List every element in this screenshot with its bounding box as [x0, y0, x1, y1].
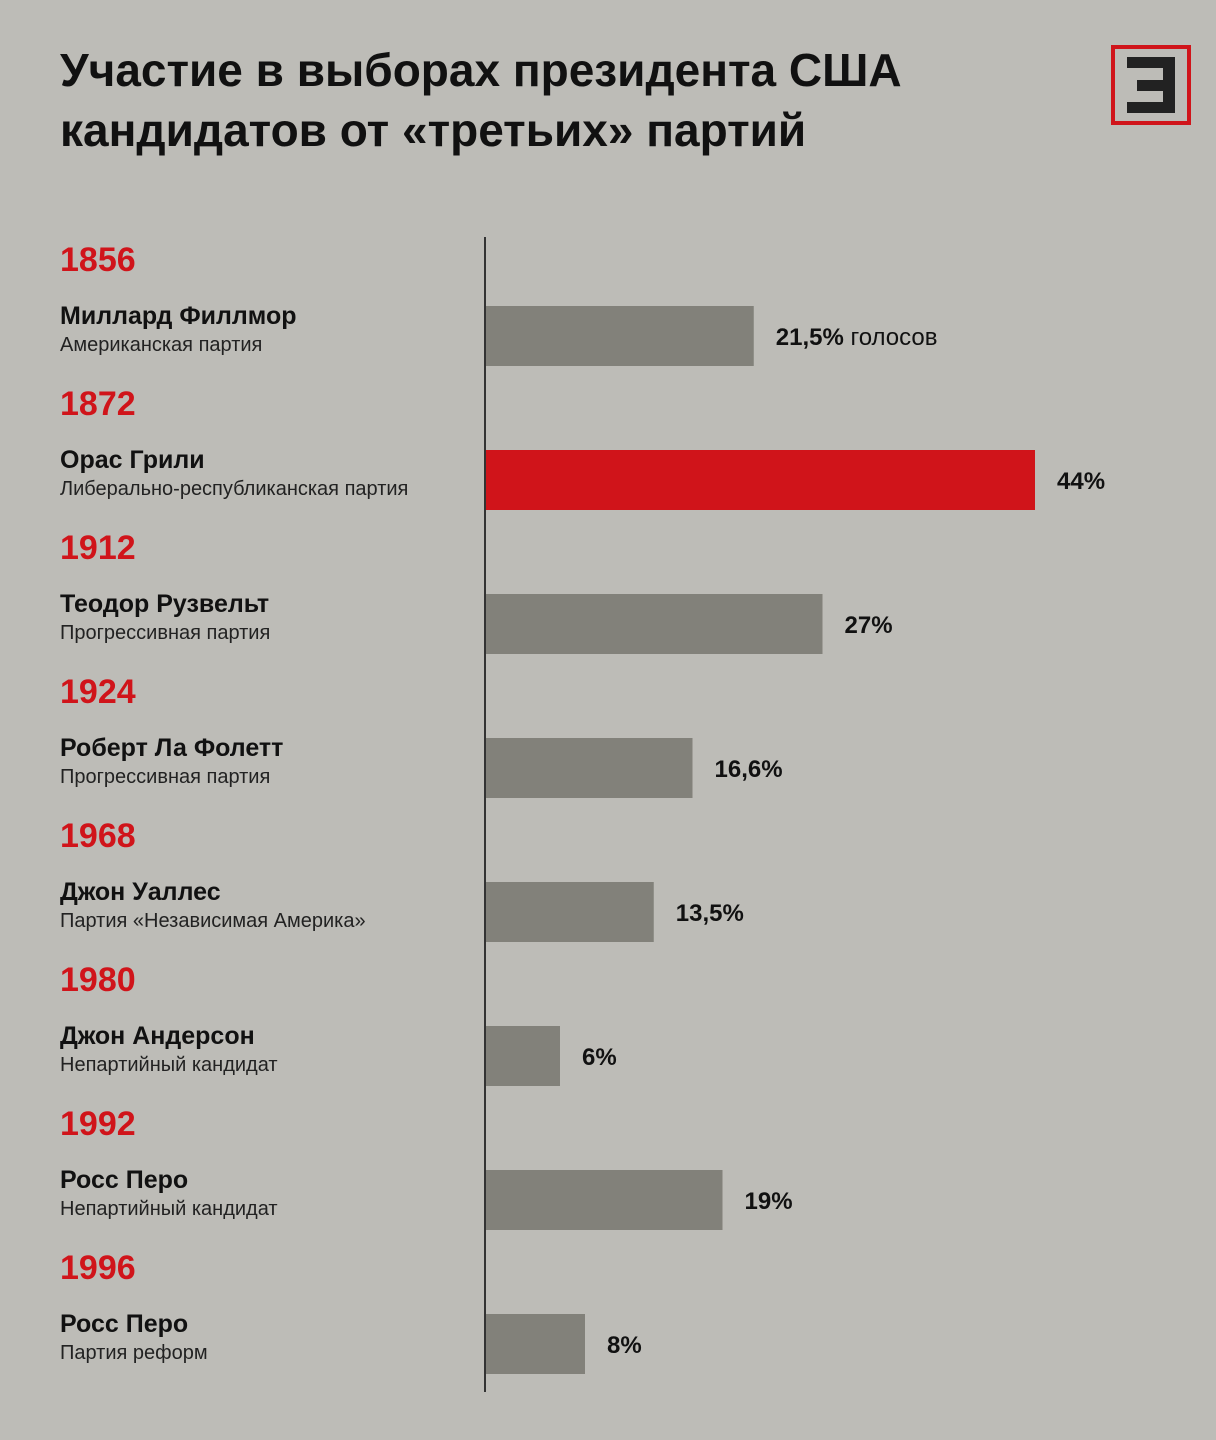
year-label: 1968 [60, 817, 136, 855]
bar [485, 738, 693, 798]
value-number: 19% [745, 1188, 793, 1215]
value-label: 27% [845, 612, 893, 639]
bar [485, 882, 654, 942]
candidate-name: Теодор Рузвельт [60, 590, 269, 618]
value-suffix: голосов [844, 324, 938, 351]
year-label: 1924 [60, 673, 136, 711]
title-line-2: кандидатов от «третьих» партий [60, 104, 807, 156]
value-number: 6% [582, 1044, 617, 1071]
candidate-name: Орас Грили [60, 446, 205, 474]
year-label: 1856 [60, 241, 136, 279]
bar [485, 594, 823, 654]
chart-title: Участие в выборах президента США кандида… [60, 40, 1060, 160]
bar [485, 306, 754, 366]
party-name: Прогрессивная партия [60, 622, 270, 644]
party-name: Американская партия [60, 334, 262, 356]
party-name: Партия «Независимая Америка» [60, 910, 366, 932]
bar [485, 1314, 585, 1374]
value-label: 13,5% [676, 900, 744, 927]
party-name: Непартийный кандидат [60, 1054, 278, 1076]
value-label: 44% [1057, 468, 1105, 495]
year-label: 1992 [60, 1105, 136, 1143]
candidate-name: Росс Перо [60, 1310, 188, 1338]
value-label: 19% [745, 1188, 793, 1215]
party-name: Прогрессивная партия [60, 766, 270, 788]
year-label: 1996 [60, 1249, 136, 1287]
logo-glyph [1127, 57, 1175, 113]
bar [485, 1170, 723, 1230]
candidate-name: Росс Перо [60, 1166, 188, 1194]
value-number: 13,5% [676, 900, 744, 927]
year-label: 1872 [60, 385, 136, 423]
candidate-name: Джон Уаллес [60, 878, 221, 906]
value-number: 16,6% [715, 756, 783, 783]
party-name: Партия реформ [60, 1342, 208, 1364]
candidate-name: Роберт Ла Фолетт [60, 734, 283, 762]
value-label: 6% [582, 1044, 617, 1071]
value-number: 44% [1057, 468, 1105, 495]
value-number: 8% [607, 1332, 642, 1359]
logo-3-icon [1111, 45, 1191, 125]
title-line-1: Участие в выборах президента США [60, 44, 902, 96]
value-label: 21,5% голосов [776, 324, 938, 351]
bar [485, 1026, 560, 1086]
value-number: 21,5% [776, 324, 844, 351]
year-label: 1980 [60, 961, 136, 999]
value-label: 8% [607, 1332, 642, 1359]
candidate-name: Миллард Филлмор [60, 302, 297, 330]
candidate-name: Джон Андерсон [60, 1022, 255, 1050]
value-number: 27% [845, 612, 893, 639]
party-name: Либерально-республиканская партия [60, 478, 408, 500]
year-label: 1912 [60, 529, 136, 567]
bar [485, 450, 1035, 510]
value-label: 16,6% [715, 756, 783, 783]
party-name: Непартийный кандидат [60, 1198, 278, 1220]
